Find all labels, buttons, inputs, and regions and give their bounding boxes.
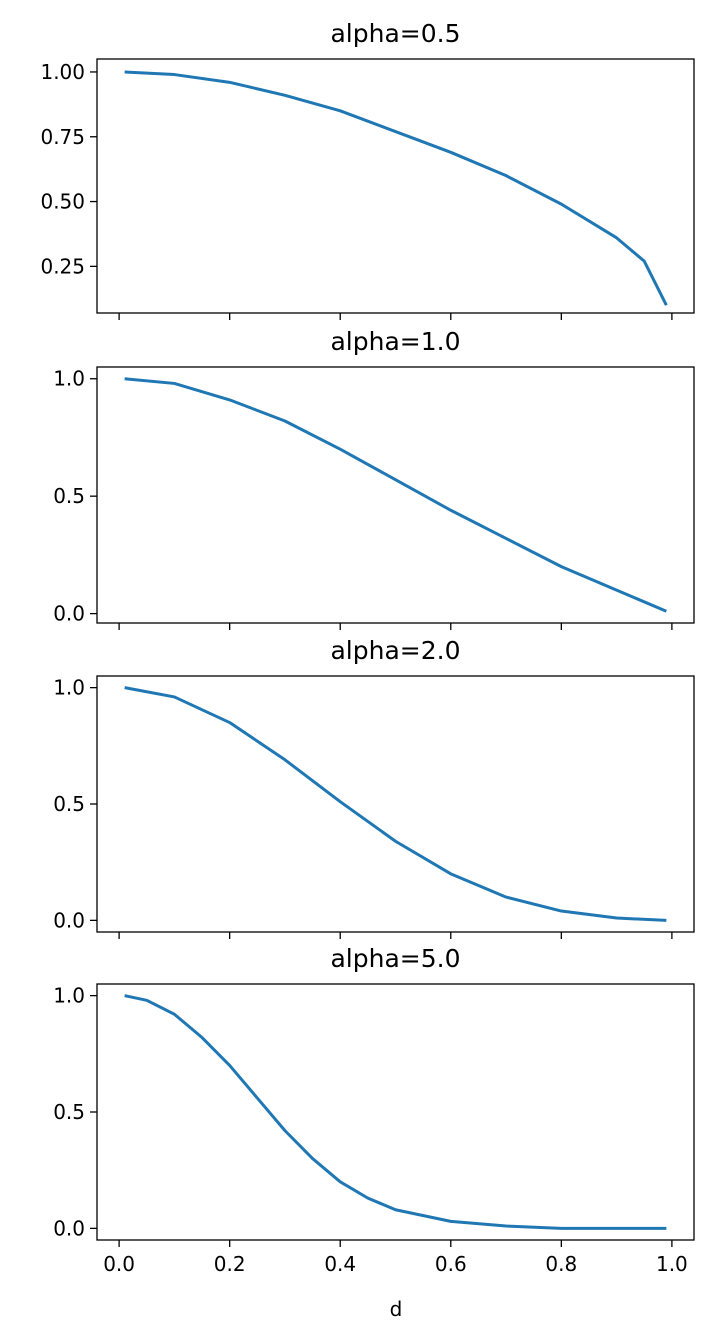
series-line (124, 377, 667, 613)
y-tick-label: 0.0 (53, 1216, 85, 1240)
series-line (124, 70, 668, 306)
y-tick-label: 0.5 (53, 792, 85, 816)
subplot-2: alpha=1.0 0.0 0.5 1.0 (53, 327, 695, 630)
x-axis-label: d (390, 1297, 403, 1321)
subplot-3: alpha=2.0 0.0 0.5 1.0 (53, 636, 695, 939)
x-tick-label: 0.4 (324, 1252, 356, 1276)
x-tick-label: 0.2 (214, 1252, 246, 1276)
subplot-1: alpha=0.5 0.25 0.50 0.75 1.00 (40, 19, 695, 320)
subplot-4: alpha=5.0 0.0 0.5 1.0 0.0 0.2 0.4 0.6 0.8 1.0 (53, 944, 695, 1276)
subplot-title: alpha=5.0 (330, 944, 460, 973)
subplot-title: alpha=0.5 (330, 19, 460, 48)
y-tick-label: 1.0 (53, 676, 85, 700)
y-tick-label: 0.50 (40, 190, 85, 214)
y-tick-label: 1.00 (40, 60, 85, 84)
y-tick-label: 0.0 (53, 908, 85, 932)
x-tick-label: 0.0 (103, 1252, 135, 1276)
y-tick-label: 0.5 (53, 484, 85, 508)
y-tick-label: 0.75 (40, 125, 85, 149)
axes-frame (96, 983, 695, 1241)
y-tick-label: 0.0 (53, 602, 85, 626)
y-tick-label: 0.5 (53, 1100, 85, 1124)
subplot-title: alpha=2.0 (330, 636, 460, 665)
x-tick-label: 0.6 (435, 1252, 467, 1276)
series-line (124, 686, 667, 922)
axes-frame (96, 58, 695, 314)
y-tick-label: 1.0 (53, 367, 85, 391)
axes-frame (96, 675, 695, 933)
subplot-title: alpha=1.0 (330, 327, 460, 356)
axes-frame (96, 366, 695, 624)
y-tick-label: 0.25 (40, 254, 85, 278)
y-tick-label: 1.0 (53, 984, 85, 1008)
x-tick-label: 0.8 (545, 1252, 577, 1276)
x-tick-label: 1.0 (656, 1252, 688, 1276)
series-line (124, 994, 667, 1230)
